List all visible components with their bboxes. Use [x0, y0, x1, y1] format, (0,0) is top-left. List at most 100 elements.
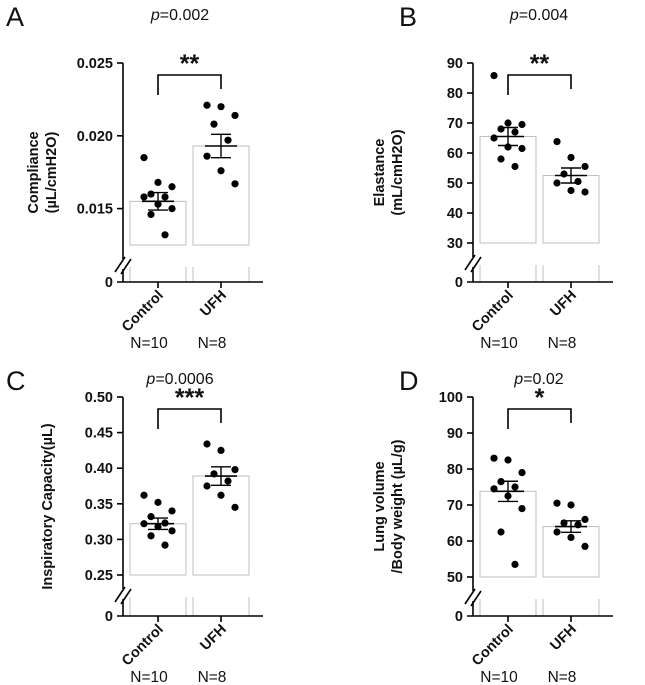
y-tick-label: 30	[447, 236, 463, 252]
data-point	[518, 469, 526, 477]
axis-break-mark	[470, 256, 482, 273]
data-point	[490, 454, 498, 462]
y-tick-label: 0.020	[77, 129, 113, 145]
data-point	[504, 119, 512, 127]
data-point	[217, 491, 225, 499]
data-point	[140, 154, 148, 162]
data-point	[140, 491, 148, 499]
data-point	[224, 136, 232, 144]
data-point	[231, 180, 239, 188]
data-point	[497, 528, 505, 536]
n-label: N=10	[480, 669, 518, 685]
data-point	[574, 177, 582, 186]
n-label: N=10	[130, 669, 168, 685]
data-point	[224, 477, 232, 485]
data-point	[217, 103, 225, 111]
bar-control	[479, 136, 537, 244]
data-point	[147, 532, 155, 540]
y-axis-label: Compliance	[26, 131, 42, 213]
p-symbol: p	[150, 7, 160, 24]
data-point	[147, 190, 155, 198]
n-label: N=8	[198, 669, 227, 685]
p-symbol: p	[509, 7, 519, 24]
data-point	[511, 128, 519, 136]
data-point	[567, 153, 575, 162]
y-tick-label: 0.30	[85, 532, 113, 548]
data-point	[581, 515, 589, 524]
data-point	[203, 440, 211, 448]
data-point	[168, 183, 176, 191]
data-point	[203, 101, 211, 109]
data-point	[553, 499, 561, 507]
data-point	[553, 138, 561, 146]
y-tick-label: 70	[447, 116, 463, 132]
y-axis-label: (mL/cmH2O)	[390, 129, 406, 215]
n-label: N=8	[548, 669, 577, 685]
data-point	[217, 446, 225, 454]
data-point	[203, 152, 211, 160]
axis-break-mark	[114, 256, 126, 273]
data-point	[504, 456, 512, 464]
data-point	[518, 144, 526, 153]
p-value-label: p=0.004	[509, 7, 568, 24]
bar-ufh	[192, 475, 250, 576]
p-equals: =	[155, 371, 164, 388]
axis-break-mark	[470, 590, 482, 607]
axis-break-mark	[464, 588, 476, 605]
data-point	[581, 542, 589, 551]
data-point	[231, 111, 239, 120]
data-point	[154, 498, 162, 506]
y-tick-label: 100	[439, 390, 463, 406]
data-point	[168, 507, 176, 515]
y-tick-label: 90	[447, 426, 463, 442]
data-point	[497, 155, 505, 163]
data-point	[511, 483, 519, 491]
axis-break-mark	[120, 258, 132, 275]
p-symbol: p	[513, 371, 523, 388]
data-point	[168, 527, 176, 535]
axis-break-mark	[114, 586, 126, 603]
p-equals: =	[160, 7, 169, 24]
y-tick-label: 0.025	[77, 56, 113, 72]
bar-control	[479, 490, 537, 578]
data-point	[210, 120, 218, 128]
y-tick-label: 80	[447, 86, 463, 102]
axis-break-mark	[120, 588, 132, 605]
p-symbol: p	[145, 371, 155, 388]
significance-bracket	[507, 408, 572, 429]
n-label: N=10	[130, 335, 168, 352]
y-tick-label: 0.40	[85, 461, 113, 477]
y-tick-label: 60	[447, 146, 463, 162]
x-category-label: UFH	[547, 288, 579, 320]
axis-break-mark	[464, 254, 476, 271]
x-category-label: UFH	[197, 288, 229, 320]
significance-stars: *	[535, 384, 545, 412]
data-point	[231, 503, 239, 511]
data-point	[147, 513, 155, 521]
data-point	[203, 482, 211, 490]
p-value: 0.02	[533, 371, 564, 388]
y-tick-label: 60	[447, 534, 463, 550]
y-tick-label: 0.45	[85, 426, 113, 442]
y-tick-label: 50	[447, 570, 463, 586]
data-point	[560, 170, 568, 178]
data-point	[567, 186, 575, 195]
x-category-label: Control	[469, 288, 517, 336]
data-point	[518, 120, 526, 129]
bar-ufh	[542, 175, 600, 244]
x-category-label: UFH	[547, 622, 579, 654]
data-point	[511, 560, 519, 569]
panel-letter: D	[399, 366, 419, 396]
data-point	[497, 125, 505, 133]
data-point	[553, 528, 561, 536]
p-value-label: p=0.02	[513, 371, 563, 388]
y-tick-label: 0.50	[85, 390, 113, 406]
data-point	[553, 179, 561, 187]
data-point	[161, 193, 169, 201]
p-value-label: p=0.002	[150, 7, 209, 24]
data-point	[154, 178, 162, 186]
data-point	[511, 162, 519, 171]
